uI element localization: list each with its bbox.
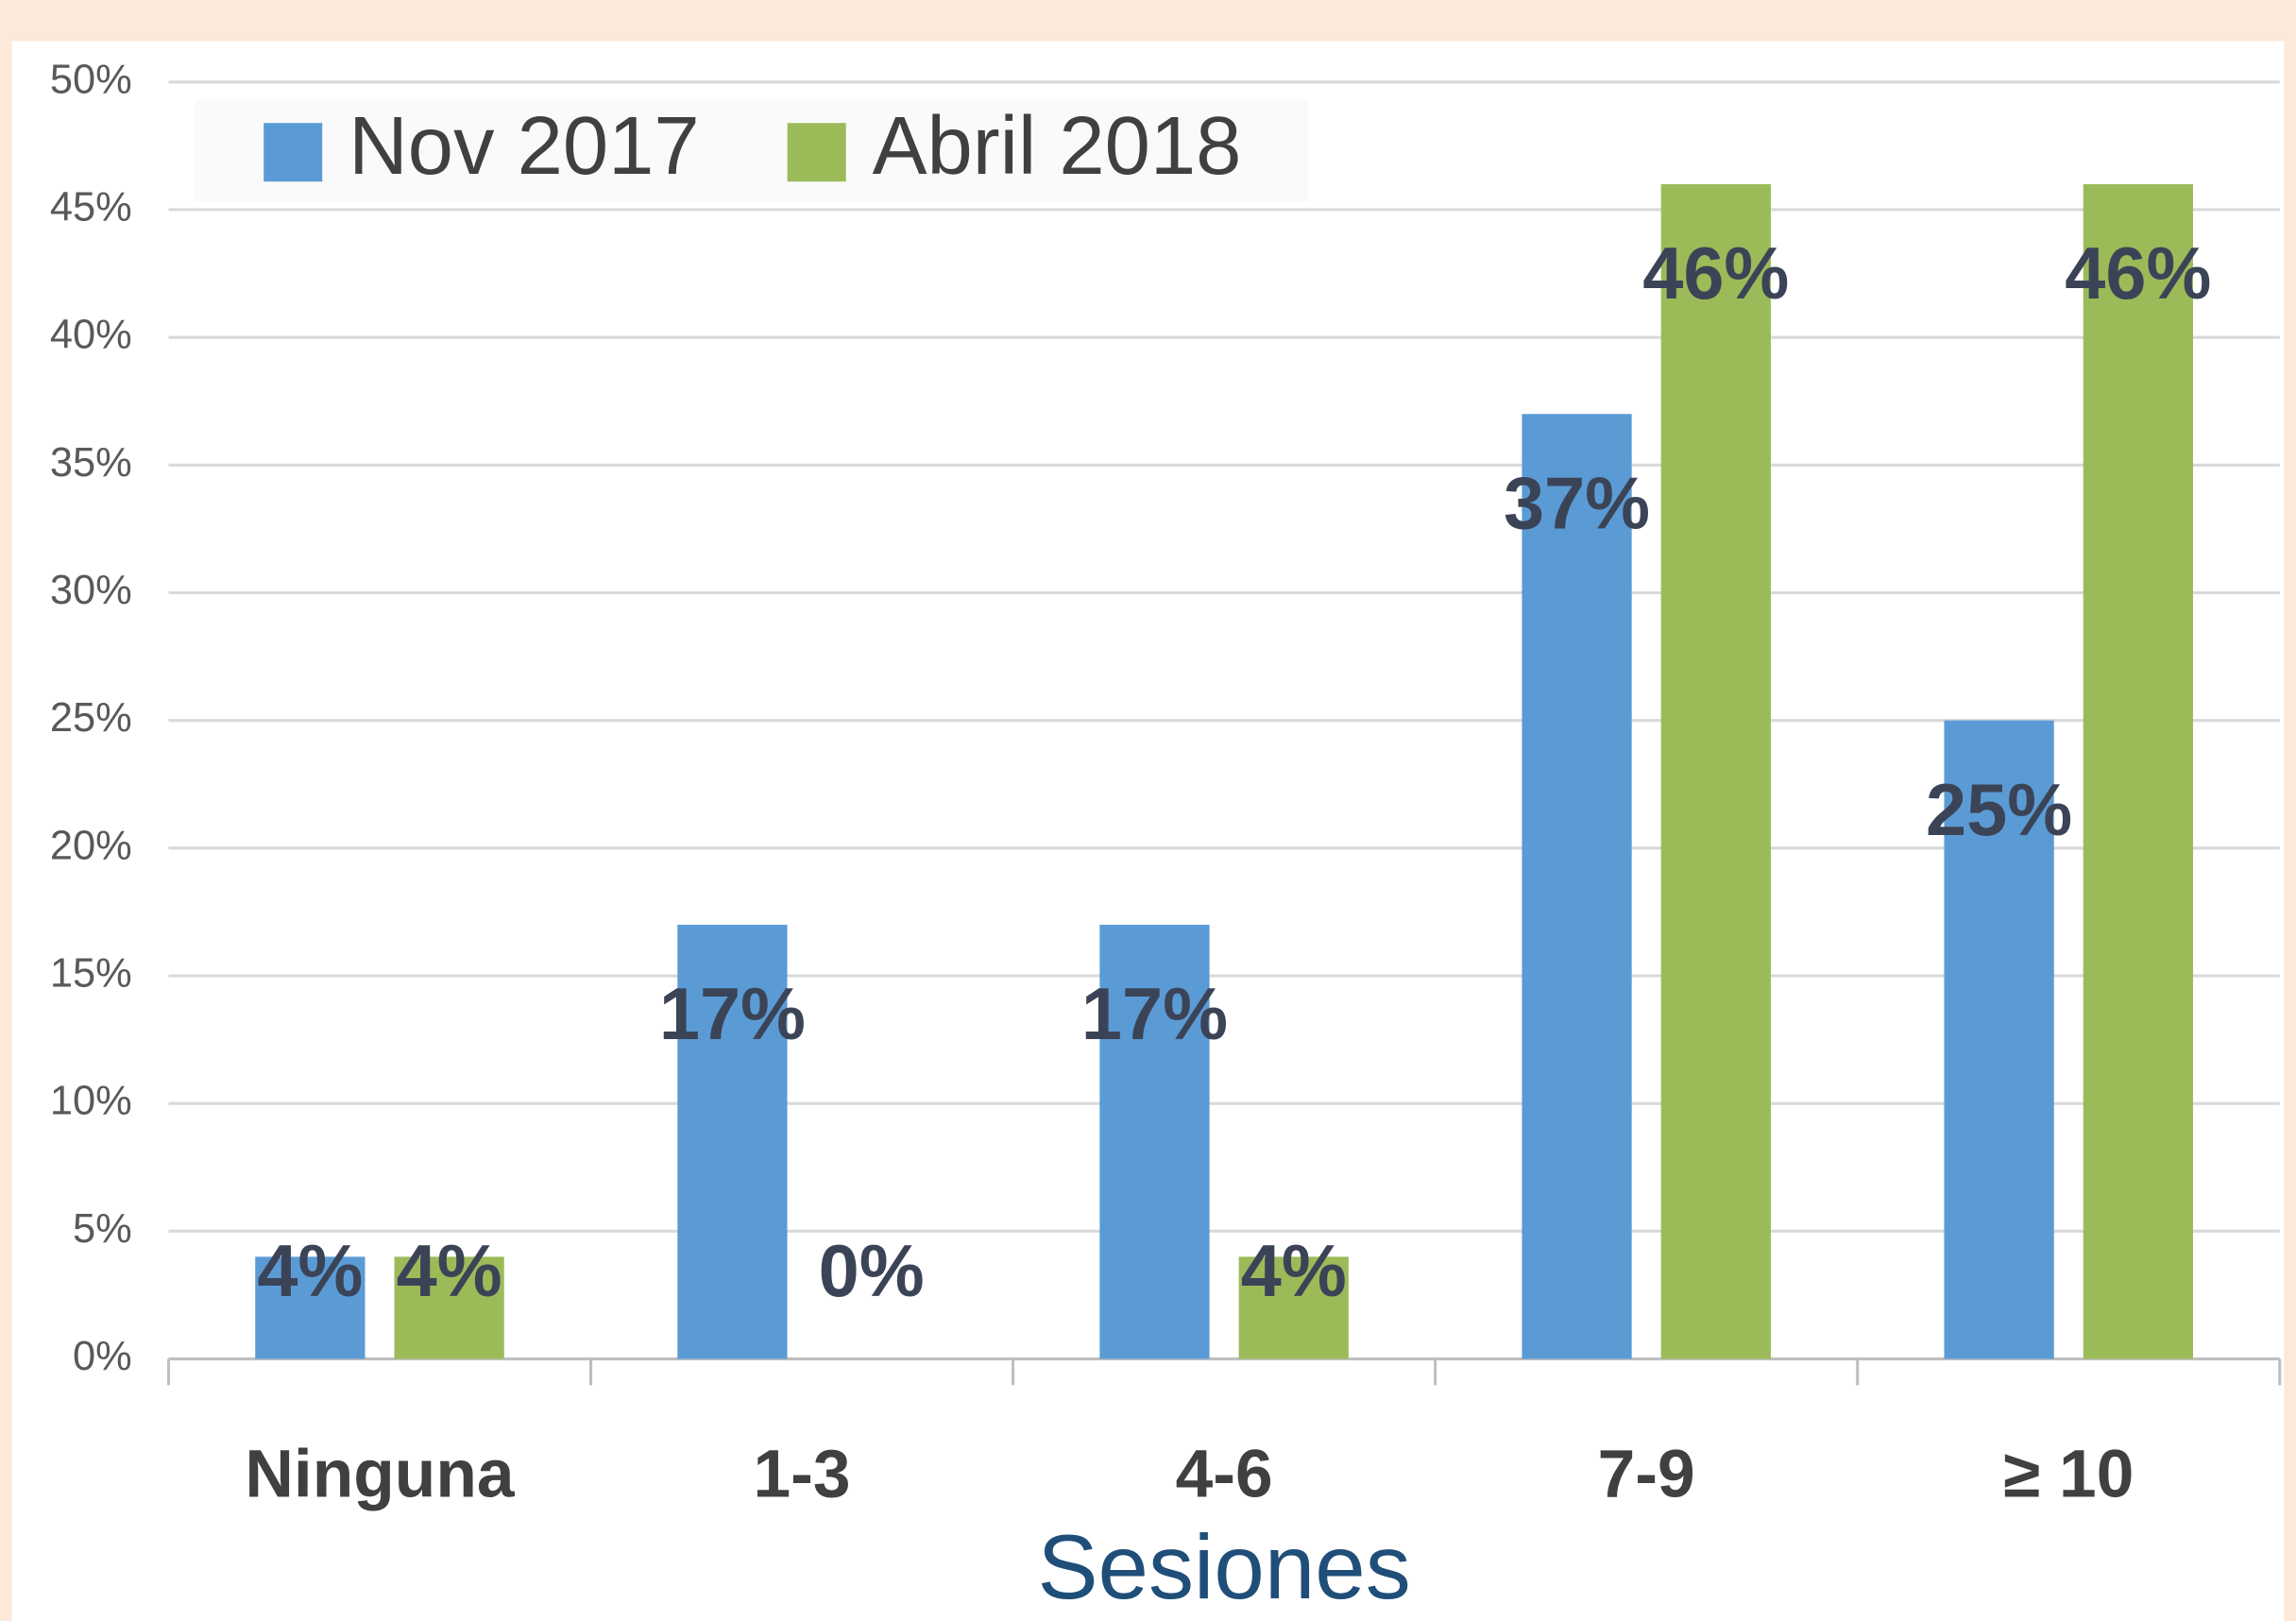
- bar: [1522, 414, 1632, 1359]
- y-tick-label: 15%: [50, 950, 132, 996]
- y-tick-label: 30%: [50, 568, 132, 613]
- bar: [1238, 1256, 1349, 1359]
- x-tick-label: 7-9: [1598, 1436, 1695, 1511]
- y-tick-label: 0%: [73, 1334, 132, 1379]
- data-label: 25%: [1926, 770, 2072, 851]
- data-label: 4%: [397, 1231, 502, 1312]
- bar: [394, 1256, 504, 1359]
- y-tick-label: 5%: [73, 1206, 132, 1252]
- y-tick-label: 10%: [50, 1079, 132, 1124]
- y-tick-label: 40%: [50, 313, 132, 358]
- bar: [2083, 183, 2193, 1359]
- data-label: 17%: [659, 974, 806, 1055]
- data-label: 46%: [1642, 233, 1789, 315]
- data-label: 4%: [257, 1231, 363, 1312]
- x-axis-title: Sesiones: [1037, 1517, 1410, 1618]
- data-label: 37%: [1504, 463, 1650, 544]
- legend-swatch: [787, 123, 846, 182]
- data-label: 46%: [2065, 233, 2211, 315]
- data-label: 4%: [1241, 1231, 1347, 1312]
- legend-swatch: [264, 123, 323, 182]
- data-label: 17%: [1081, 974, 1228, 1055]
- bar: [1944, 720, 2054, 1359]
- bar: [1099, 924, 1210, 1359]
- bar: [677, 924, 788, 1359]
- legend-label: Abril 2018: [873, 100, 1242, 192]
- x-tick-label: 1-3: [754, 1436, 851, 1511]
- bar: [255, 1256, 366, 1359]
- y-tick-label: 25%: [50, 695, 132, 741]
- y-tick-label: 50%: [50, 57, 132, 102]
- legend-label: Nov 2017: [349, 100, 700, 192]
- x-tick-label: Ninguna: [245, 1436, 516, 1511]
- x-tick-label: 4-6: [1176, 1436, 1273, 1511]
- y-tick-label: 45%: [50, 184, 132, 230]
- y-tick-label: 20%: [50, 823, 132, 868]
- data-label: 0%: [819, 1231, 925, 1312]
- bar: [1660, 183, 1771, 1359]
- legend-box: [195, 99, 1308, 202]
- y-tick-label: 35%: [50, 440, 132, 486]
- x-tick-label: ≥ 10: [2003, 1436, 2134, 1511]
